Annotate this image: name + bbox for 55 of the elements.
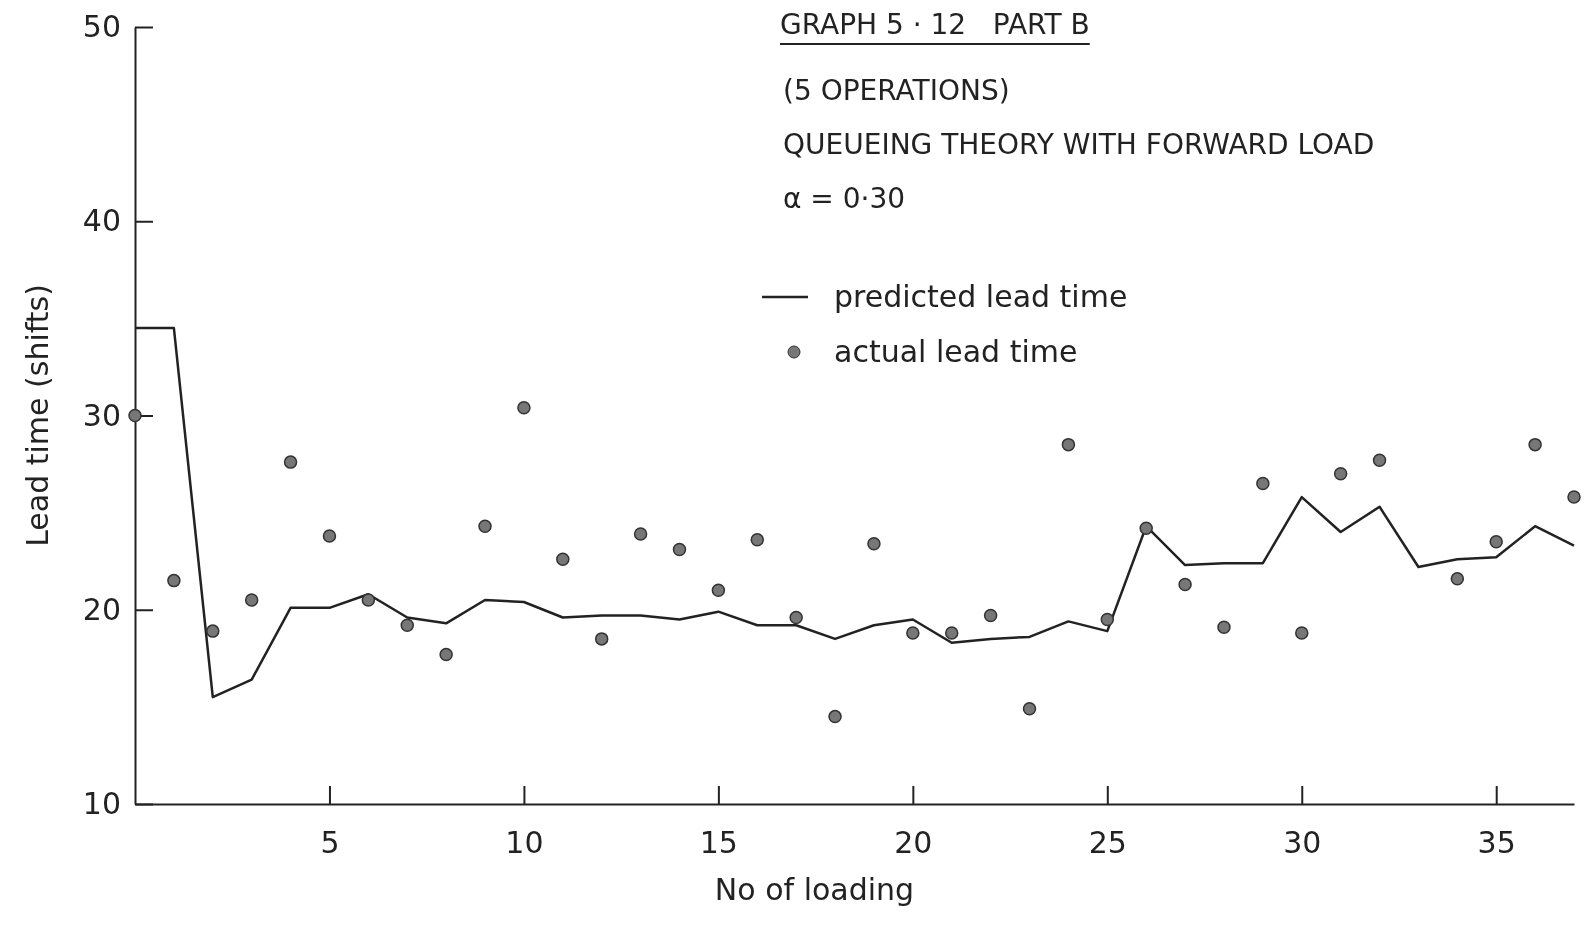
point — [711, 583, 726, 598]
point — [672, 542, 687, 557]
point — [128, 408, 142, 423]
point — [1100, 612, 1115, 627]
point — [167, 573, 181, 588]
y-axis-title: Lead time (shifts) — [20, 284, 55, 547]
point — [1295, 626, 1309, 640]
point — [517, 400, 531, 415]
point — [633, 527, 648, 541]
y-tick-label: 40 — [82, 203, 121, 239]
y-tick-label: 30 — [82, 397, 121, 433]
y-tick-label: 50 — [82, 9, 121, 45]
point — [1178, 577, 1192, 592]
x-tick-label: 10 — [505, 825, 544, 861]
point — [789, 610, 803, 625]
y-tick-label: 20 — [82, 591, 121, 627]
point — [1217, 620, 1231, 634]
point — [556, 552, 570, 566]
point — [1256, 476, 1270, 491]
x-tick-label: 5 — [320, 825, 340, 861]
x-tick-label: 25 — [1088, 825, 1127, 861]
point — [983, 608, 998, 623]
point — [400, 618, 414, 633]
point — [206, 624, 220, 638]
point — [828, 709, 842, 724]
point — [283, 455, 298, 469]
legend-label: predicted lead time — [834, 279, 1128, 314]
point — [594, 632, 609, 646]
point — [1139, 521, 1153, 535]
x-tick-label: 20 — [894, 825, 933, 861]
point — [1489, 535, 1503, 549]
point — [1061, 437, 1076, 452]
point — [1372, 453, 1387, 467]
x-tick-label: 35 — [1477, 825, 1516, 861]
chart-title: GRAPH 5 · 12 PART B — [780, 8, 1090, 41]
point — [244, 593, 259, 607]
y-tick-label: 10 — [82, 786, 121, 822]
point — [1567, 490, 1581, 504]
x-axis-title: No of loading — [714, 872, 915, 907]
point — [944, 626, 959, 640]
text: (5 OPERATIONS) QUEUEING THEORY WITH FORWARD LOAD α = 0·30 — [783, 74, 1375, 215]
point — [1022, 702, 1037, 716]
point — [361, 593, 376, 607]
point — [867, 536, 881, 551]
point — [906, 626, 920, 640]
point — [439, 647, 453, 662]
x-tick-label: 15 — [699, 825, 738, 861]
x-tick-label: 30 — [1283, 825, 1322, 861]
point — [750, 533, 765, 547]
point — [478, 519, 492, 533]
point — [1450, 571, 1465, 586]
legend-label: actual lead time — [834, 334, 1078, 369]
point — [322, 529, 337, 543]
point — [1333, 467, 1348, 481]
point — [1528, 437, 1542, 452]
